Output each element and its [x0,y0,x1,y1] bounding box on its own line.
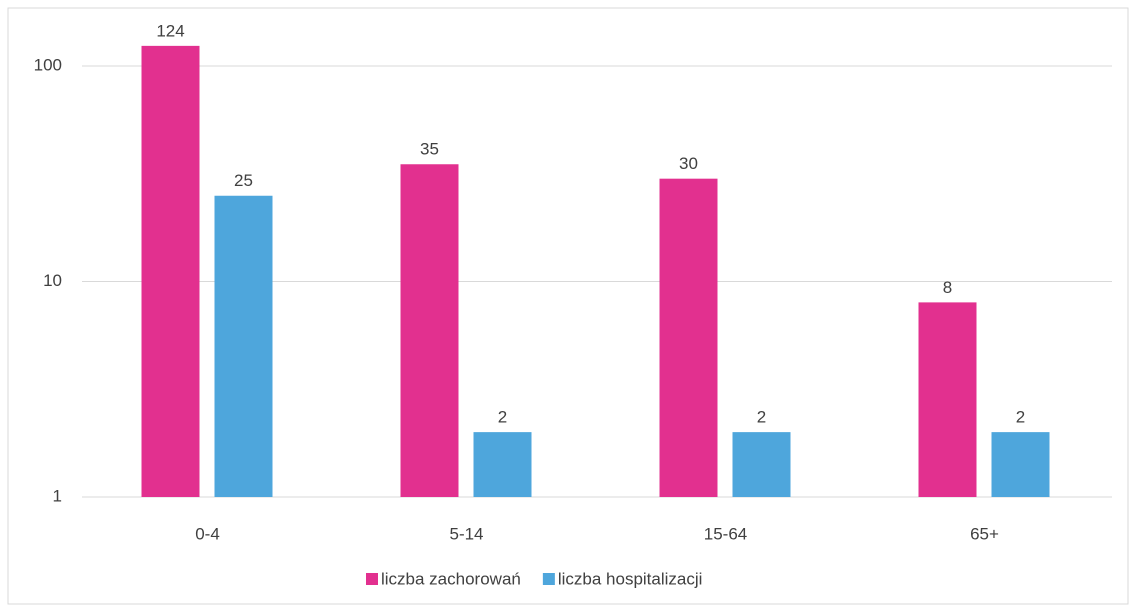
y-tick-label: 1 [53,486,62,505]
bar [214,195,273,497]
bar [400,164,459,497]
value-label: 2 [1016,408,1025,427]
value-label: 25 [234,171,253,190]
value-label: 30 [679,154,698,173]
bar [141,45,200,498]
value-label: 2 [757,408,766,427]
x-tick-label: 65+ [970,524,999,543]
bar [732,432,791,497]
bar [918,302,977,497]
value-label: 8 [943,278,952,297]
value-label: 35 [420,140,439,159]
y-tick-label: 100 [34,55,62,74]
bar [991,432,1050,497]
legend-label: liczba zachorowań [381,569,521,588]
value-label: 2 [498,408,507,427]
bar [659,178,718,498]
legend-swatch [542,573,555,585]
value-label: 124 [156,21,184,40]
bar [473,432,532,497]
legend-swatch [366,573,378,585]
x-tick-label: 0-4 [195,524,220,543]
x-tick-label: 15-64 [704,524,747,543]
x-tick-label: 5-14 [449,524,483,543]
y-tick-label: 10 [43,271,62,290]
legend-label: liczba hospitalizacji [558,569,703,588]
